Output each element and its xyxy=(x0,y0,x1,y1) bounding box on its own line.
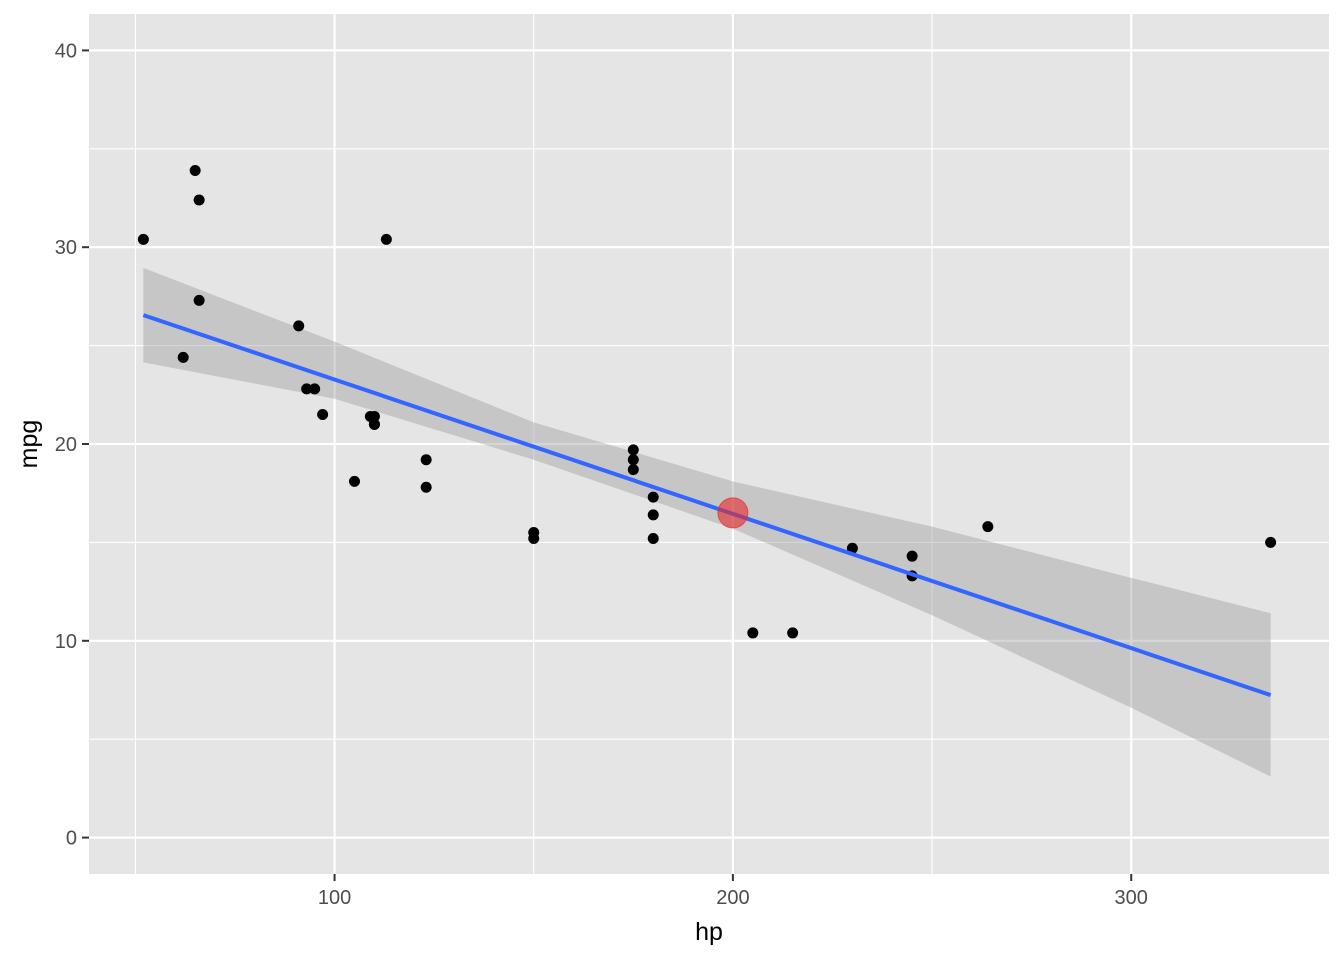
data-point xyxy=(420,454,432,466)
y-tick-label: 10 xyxy=(55,631,77,653)
data-point xyxy=(189,164,201,176)
data-point xyxy=(627,454,639,466)
data-point xyxy=(420,481,432,493)
data-point xyxy=(193,194,205,206)
data-point xyxy=(787,627,799,639)
highlight-point xyxy=(717,497,749,529)
data-point xyxy=(364,410,376,422)
data-point xyxy=(528,532,540,544)
y-tick-label: 40 xyxy=(55,40,77,62)
y-tick-label: 30 xyxy=(55,237,77,259)
data-point xyxy=(906,550,918,562)
y-tick-label: 0 xyxy=(66,828,77,850)
data-point xyxy=(747,627,759,639)
data-point xyxy=(177,351,189,363)
x-axis-title: hp xyxy=(695,918,723,946)
data-point xyxy=(627,444,639,456)
confidence-band xyxy=(143,267,1271,777)
data-point xyxy=(301,383,313,395)
data-point xyxy=(309,383,321,395)
data-point xyxy=(317,408,329,420)
x-tick-label: 200 xyxy=(716,887,749,909)
fit-line-layer xyxy=(142,313,1272,698)
data-point xyxy=(1265,536,1277,548)
data-point xyxy=(137,233,149,245)
highlight-layer xyxy=(717,497,749,529)
axes-layer: 100 200 300 0 10 20 30 40 xyxy=(55,40,1148,909)
data-point xyxy=(627,464,639,476)
x-tick-label: 100 xyxy=(318,887,351,909)
y-axis-title: mpg xyxy=(15,420,43,469)
data-point xyxy=(348,475,360,487)
data-point xyxy=(293,320,305,332)
data-point xyxy=(846,542,858,554)
confidence-band-layer xyxy=(143,267,1271,777)
x-tick-label: 300 xyxy=(1115,887,1148,909)
data-point xyxy=(193,294,205,306)
y-tick-label: 20 xyxy=(55,434,77,456)
data-point xyxy=(647,532,659,544)
data-point xyxy=(380,233,392,245)
data-point xyxy=(982,521,994,533)
regression-line xyxy=(142,313,1272,698)
data-point xyxy=(647,509,659,521)
points-layer xyxy=(137,164,1277,639)
data-point xyxy=(647,491,659,503)
major-gridlines xyxy=(89,14,1329,874)
